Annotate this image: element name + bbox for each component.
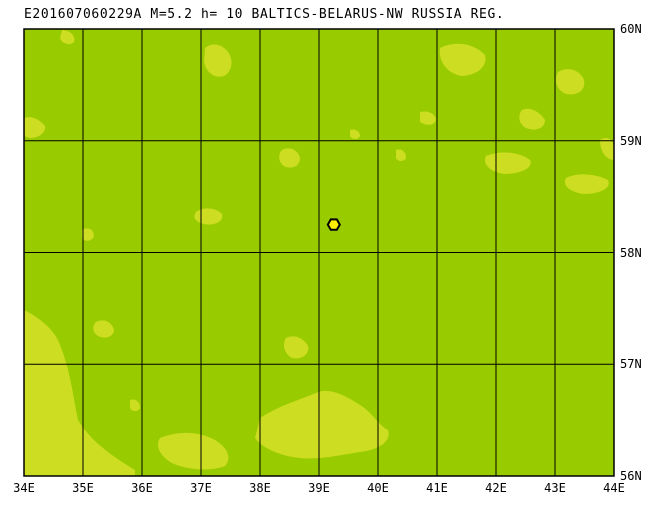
- lake-shape: [564, 174, 609, 194]
- lake-shape: [24, 310, 135, 476]
- lake-shape: [350, 129, 360, 139]
- lake-shape: [279, 148, 300, 168]
- lake-shape: [396, 149, 406, 161]
- lake-shape: [420, 111, 436, 125]
- lake-shape: [284, 336, 309, 359]
- longitude-label: 36E: [131, 481, 153, 495]
- longitude-label: 39E: [308, 481, 330, 495]
- map-border: [23, 28, 615, 477]
- longitude-label: 41E: [426, 481, 448, 495]
- latitude-label: 59N: [620, 133, 642, 148]
- longitude-label: 38E: [249, 481, 271, 495]
- lake-shape: [82, 228, 94, 241]
- longitude-label: 42E: [485, 481, 507, 495]
- lake-shape: [204, 44, 232, 77]
- lake-shape: [519, 108, 545, 130]
- lake-shape: [24, 117, 46, 138]
- lake-shape: [158, 432, 229, 470]
- map-title: E201607060229A M=5.2 h= 10 BALTICS-BELAR…: [24, 7, 505, 22]
- lake-shape: [600, 138, 614, 160]
- longitude-label: 40E: [367, 481, 389, 495]
- latitude-label: 60N: [620, 22, 642, 36]
- latitude-label: 57N: [620, 357, 642, 372]
- lake-shape: [556, 69, 585, 95]
- hexagon-marker-icon: [326, 218, 341, 231]
- longitude-label: 43E: [544, 481, 566, 495]
- longitude-label: 44E: [603, 481, 625, 495]
- lake-shape: [130, 399, 140, 411]
- longitude-label: 34E: [13, 481, 35, 495]
- lake-shape: [439, 43, 486, 76]
- longitude-label: 37E: [190, 481, 212, 495]
- lake-shape: [93, 320, 114, 338]
- latitude-label: 58N: [620, 245, 642, 260]
- epicenter-marker: [326, 218, 341, 231]
- lake-shape: [60, 30, 75, 45]
- graticule: [24, 29, 614, 476]
- latitude-label: 56N: [620, 469, 642, 483]
- longitude-label: 35E: [72, 481, 94, 495]
- map-frame: [23, 28, 615, 477]
- lake-shape: [255, 390, 389, 459]
